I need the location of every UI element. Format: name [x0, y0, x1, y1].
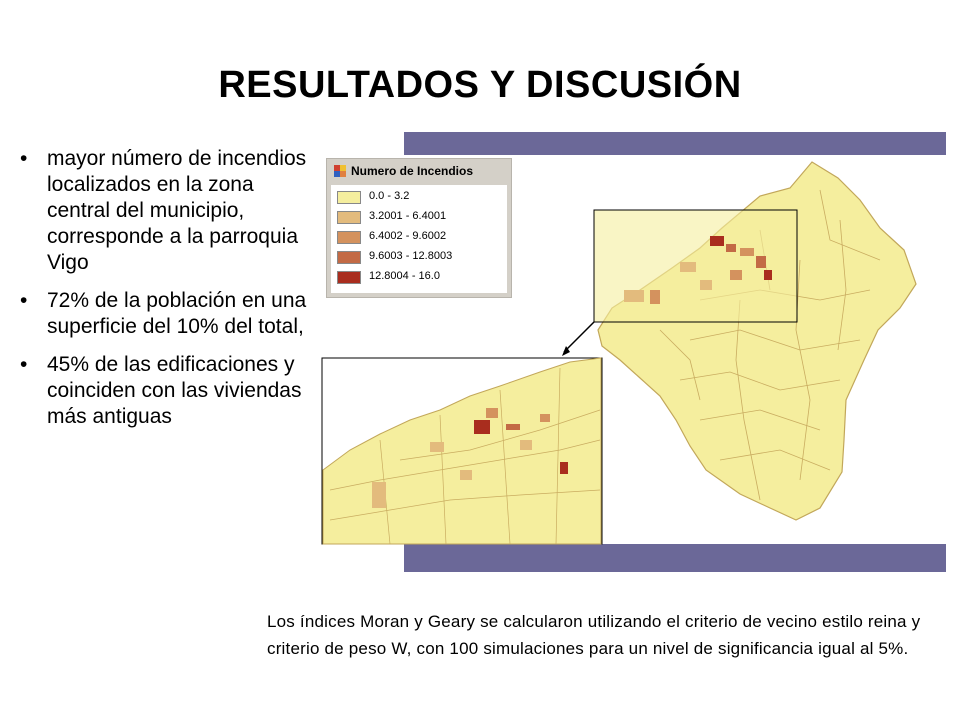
bullet-item: • 72% de la población en una superficie d… [20, 288, 310, 340]
legend-swatch [337, 231, 361, 244]
inset-hotspots [372, 408, 568, 508]
central-zone-hotspots [624, 236, 772, 304]
bullet-text: mayor número de incendios localizados en… [47, 147, 307, 274]
bullet-glyph: • [20, 289, 28, 312]
legend-item: 3.2001 - 6.4001 [337, 209, 507, 225]
legend-label: 6.4002 - 9.6002 [369, 230, 447, 242]
legend-label: 3.2001 - 6.4001 [369, 210, 447, 222]
bullet-text: 72% de la población en una superficie de… [47, 289, 307, 338]
legend-label: 12.8004 - 16.0 [369, 270, 440, 282]
bullet-glyph: • [20, 353, 28, 376]
legend-swatch [337, 211, 361, 224]
bullet-text: 45% de las edificaciones y coinciden con… [47, 353, 302, 428]
legend-title: Numero de Incendios [351, 164, 474, 178]
slide-title: RESULTADOS Y DISCUSIÓN [218, 64, 742, 106]
bullet-item: • mayor número de incendios localizados e… [20, 146, 310, 276]
zoom-arrow-head [562, 346, 570, 356]
legend-label: 9.6003 - 12.8003 [369, 250, 453, 262]
zoom-arrow [563, 321, 595, 353]
legend-body: 0.0 - 3.2 3.2001 - 6.4001 6.4002 - 9.600… [331, 185, 507, 293]
legend-swatch [337, 271, 361, 284]
map-legend: Numero de Incendios 0.0 - 3.2 3.2001 - 6… [326, 158, 512, 298]
methods-note: Los índices Moran y Geary se calcularon … [267, 612, 921, 658]
layer-icon [334, 165, 346, 177]
legend-swatch [337, 191, 361, 204]
legend-item: 6.4002 - 9.6002 [337, 229, 507, 245]
bullet-list: • mayor número de incendios localizados e… [20, 146, 310, 442]
bullet-glyph: • [20, 147, 28, 170]
legend-item: 9.6003 - 12.8003 [337, 249, 507, 265]
legend-swatch [337, 251, 361, 264]
inset-boundaries [329, 367, 601, 545]
legend-item: 0.0 - 3.2 [337, 189, 507, 205]
legend-label: 0.0 - 3.2 [369, 190, 410, 202]
legend-item: 12.8004 - 16.0 [337, 269, 507, 285]
bullet-item: • 45% de las edificaciones y coinciden co… [20, 352, 310, 430]
